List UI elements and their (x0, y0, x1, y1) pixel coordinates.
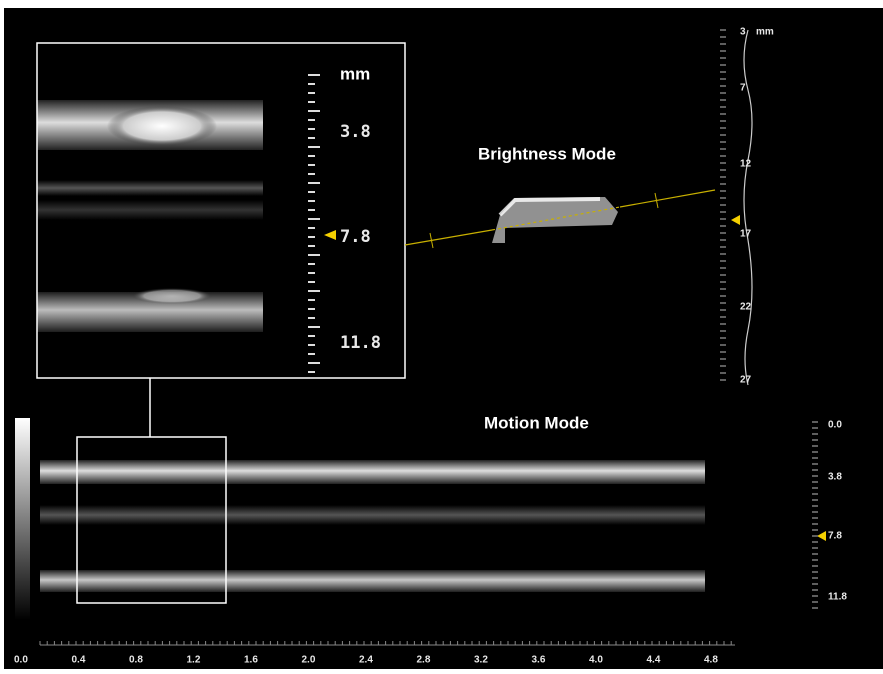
time-label: 4.4 (647, 655, 661, 666)
time-label: 1.6 (244, 655, 258, 666)
scale-label: 17 (740, 229, 752, 240)
time-label: 4.0 (589, 655, 603, 666)
time-label: 2.4 (359, 655, 373, 666)
scale-label: 7 (740, 83, 746, 94)
scale-label: 27 (740, 375, 752, 386)
scale-label: 22 (740, 302, 752, 313)
time-label: 0.0 (14, 655, 28, 666)
ultrasound-view: mm Brightness Mode mm Motion Mode 3.8 7.8… (0, 0, 883, 669)
zoom-image (37, 100, 263, 332)
scale-label: 7.8 (340, 227, 371, 247)
scale-label: 12 (740, 159, 752, 170)
b-mode-unit: mm (756, 27, 774, 38)
gray-scale-bar (15, 418, 30, 620)
scale-label: 0.0 (828, 420, 842, 431)
scale-label: 7.8 (828, 531, 842, 542)
scale-label: 3.8 (828, 472, 842, 483)
scale-label: 3.8 (340, 122, 371, 142)
scale-label: 11.8 (828, 592, 847, 603)
time-label: 2.8 (417, 655, 431, 666)
page: mm Brightness Mode mm Motion Mode 3.8 7.8… (0, 0, 883, 669)
time-label: 2.0 (302, 655, 316, 666)
b-mode-title: Brightness Mode (478, 144, 616, 163)
zoom-unit: mm (340, 64, 370, 83)
m-mode-title: Motion Mode (484, 413, 589, 432)
time-label: 3.2 (474, 655, 488, 666)
time-label: 0.4 (72, 655, 86, 666)
scale-label: 11.8 (340, 333, 381, 353)
time-label: 3.6 (532, 655, 546, 666)
time-label: 0.8 (129, 655, 143, 666)
time-label: 1.2 (187, 655, 201, 666)
time-label: 4.8 (704, 655, 718, 666)
scale-label: 3 (740, 27, 746, 38)
